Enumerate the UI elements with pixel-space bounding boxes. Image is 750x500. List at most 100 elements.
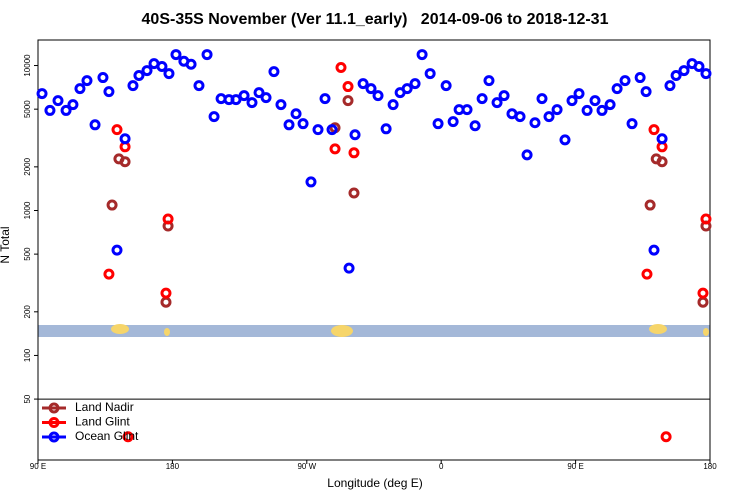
point	[461, 104, 473, 116]
point	[440, 80, 452, 92]
point	[432, 118, 444, 130]
point	[343, 262, 355, 274]
point	[543, 111, 555, 123]
y-tick-label: 5000	[23, 100, 32, 118]
x-tick-label: 0	[439, 462, 444, 471]
point	[119, 133, 131, 145]
x-tick-label: 180	[166, 462, 180, 471]
point	[127, 80, 139, 92]
point	[619, 75, 631, 87]
point	[447, 116, 459, 128]
point	[67, 99, 79, 111]
point	[268, 66, 280, 78]
point	[483, 75, 495, 87]
point	[514, 111, 526, 123]
point	[193, 80, 205, 92]
point	[36, 88, 48, 100]
point	[660, 431, 672, 443]
point	[103, 86, 115, 98]
point	[81, 75, 93, 87]
point	[44, 104, 56, 116]
point	[476, 93, 488, 105]
point	[119, 156, 131, 168]
legend-label: Land Nadir	[75, 400, 134, 414]
point	[387, 99, 399, 111]
point	[297, 118, 309, 130]
point	[260, 92, 272, 104]
point	[596, 104, 608, 116]
point	[640, 86, 652, 98]
land	[649, 324, 667, 334]
point	[551, 104, 563, 116]
point	[290, 108, 302, 120]
point	[60, 104, 72, 116]
point	[648, 244, 660, 256]
x-tick-label: 90 E	[30, 462, 46, 471]
point	[238, 90, 250, 102]
point	[357, 78, 369, 90]
point	[648, 124, 660, 136]
point	[319, 93, 331, 105]
point	[700, 213, 712, 225]
land	[331, 325, 353, 337]
point	[170, 49, 182, 61]
point	[656, 133, 668, 145]
map-strip	[38, 324, 710, 337]
point	[589, 95, 601, 107]
point	[312, 124, 324, 136]
point	[111, 244, 123, 256]
point	[626, 118, 638, 130]
point	[581, 104, 593, 116]
land	[111, 324, 129, 334]
point	[348, 147, 360, 159]
point	[529, 117, 541, 129]
point	[380, 123, 392, 135]
point	[664, 80, 676, 92]
point	[416, 49, 428, 61]
point	[89, 119, 101, 131]
point	[365, 83, 377, 95]
point	[141, 65, 153, 77]
legend-marker	[48, 402, 60, 414]
point	[111, 124, 123, 136]
point	[133, 70, 145, 82]
y-axis-label: N Total	[0, 226, 12, 263]
point	[348, 187, 360, 199]
x-tick-label: 90 W	[297, 462, 316, 471]
point	[521, 149, 533, 161]
point	[634, 72, 646, 84]
point	[491, 97, 503, 109]
point	[185, 58, 197, 70]
legend-label: Ocean Glint	[75, 429, 139, 443]
point	[103, 268, 115, 280]
y-tick-label: 2000	[23, 157, 32, 175]
point	[611, 83, 623, 95]
land	[164, 328, 170, 336]
y-tick-label: 100	[23, 348, 32, 362]
point	[160, 287, 172, 299]
point	[162, 213, 174, 225]
y-tick-label: 1000	[23, 201, 32, 219]
point	[230, 94, 242, 106]
y-tick-label: 200	[23, 305, 32, 319]
y-tick-label: 10000	[23, 54, 32, 77]
x-tick-label: 180	[703, 462, 717, 471]
point	[106, 199, 118, 211]
point	[670, 70, 682, 82]
legend-marker	[48, 431, 60, 443]
point	[163, 68, 175, 80]
point	[305, 176, 317, 188]
point	[335, 62, 347, 74]
point	[160, 296, 172, 308]
point	[424, 68, 436, 80]
point	[253, 87, 265, 99]
point	[697, 287, 709, 299]
point	[52, 95, 64, 107]
point	[700, 68, 712, 80]
point	[559, 134, 571, 146]
point	[74, 83, 86, 95]
y-tick-label: 500	[23, 247, 32, 261]
point	[246, 97, 258, 109]
point	[97, 72, 109, 84]
